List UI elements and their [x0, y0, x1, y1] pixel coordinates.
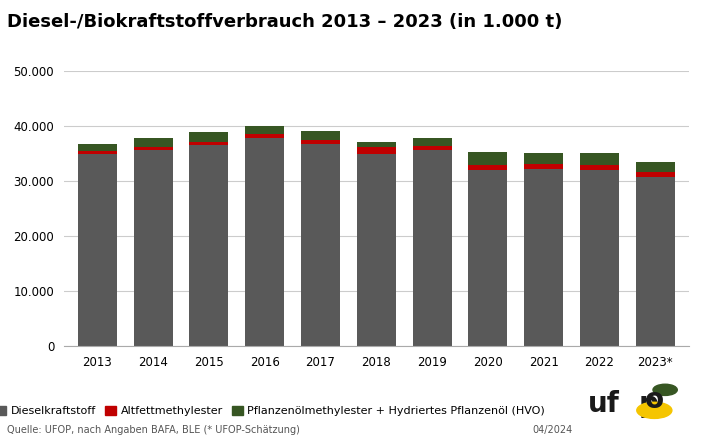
Text: 04/2024: 04/2024 [532, 425, 573, 435]
Bar [78, 144, 117, 151]
Bar [357, 154, 396, 346]
Bar [245, 135, 284, 138]
Bar [413, 150, 452, 346]
Bar [413, 147, 452, 150]
Bar [133, 147, 173, 150]
Bar [78, 154, 117, 346]
Circle shape [637, 402, 672, 418]
Bar [301, 144, 340, 346]
Bar [245, 138, 284, 346]
Bar [133, 150, 173, 346]
Bar [469, 152, 508, 165]
Bar [580, 165, 619, 170]
Bar [580, 170, 619, 346]
Bar [245, 126, 284, 135]
Bar [357, 142, 396, 147]
Bar [357, 147, 396, 154]
Text: Diesel-/Biokraftstoffverbrauch 2013 – 2023 (in 1.000 t): Diesel-/Biokraftstoffverbrauch 2013 – 20… [7, 13, 562, 32]
Text: uf: uf [588, 390, 620, 418]
Text: p: p [638, 390, 658, 418]
Text: Quelle: UFOP, nach Angaben BAFA, BLE (* UFOP-Schätzung): Quelle: UFOP, nach Angaben BAFA, BLE (* … [7, 425, 300, 435]
Bar [580, 153, 619, 165]
Bar [78, 151, 117, 154]
Legend: Dieselkraftstoff, Altfettmethylester, Pflanzenölmethylester + Hydriertes Pflanze: Dieselkraftstoff, Altfettmethylester, Pf… [0, 401, 550, 421]
Bar [524, 153, 563, 164]
Bar [469, 170, 508, 346]
Bar [524, 164, 563, 169]
Bar [190, 143, 229, 145]
Bar [301, 140, 340, 144]
Bar [190, 145, 229, 346]
Bar [469, 165, 508, 170]
Bar [133, 139, 173, 147]
Bar [301, 131, 340, 140]
Bar [413, 138, 452, 147]
Bar [190, 132, 229, 143]
Text: o: o [645, 386, 664, 414]
Bar [635, 171, 674, 177]
Bar [635, 177, 674, 346]
Bar [524, 169, 563, 346]
Bar [635, 162, 674, 171]
Circle shape [653, 384, 677, 396]
